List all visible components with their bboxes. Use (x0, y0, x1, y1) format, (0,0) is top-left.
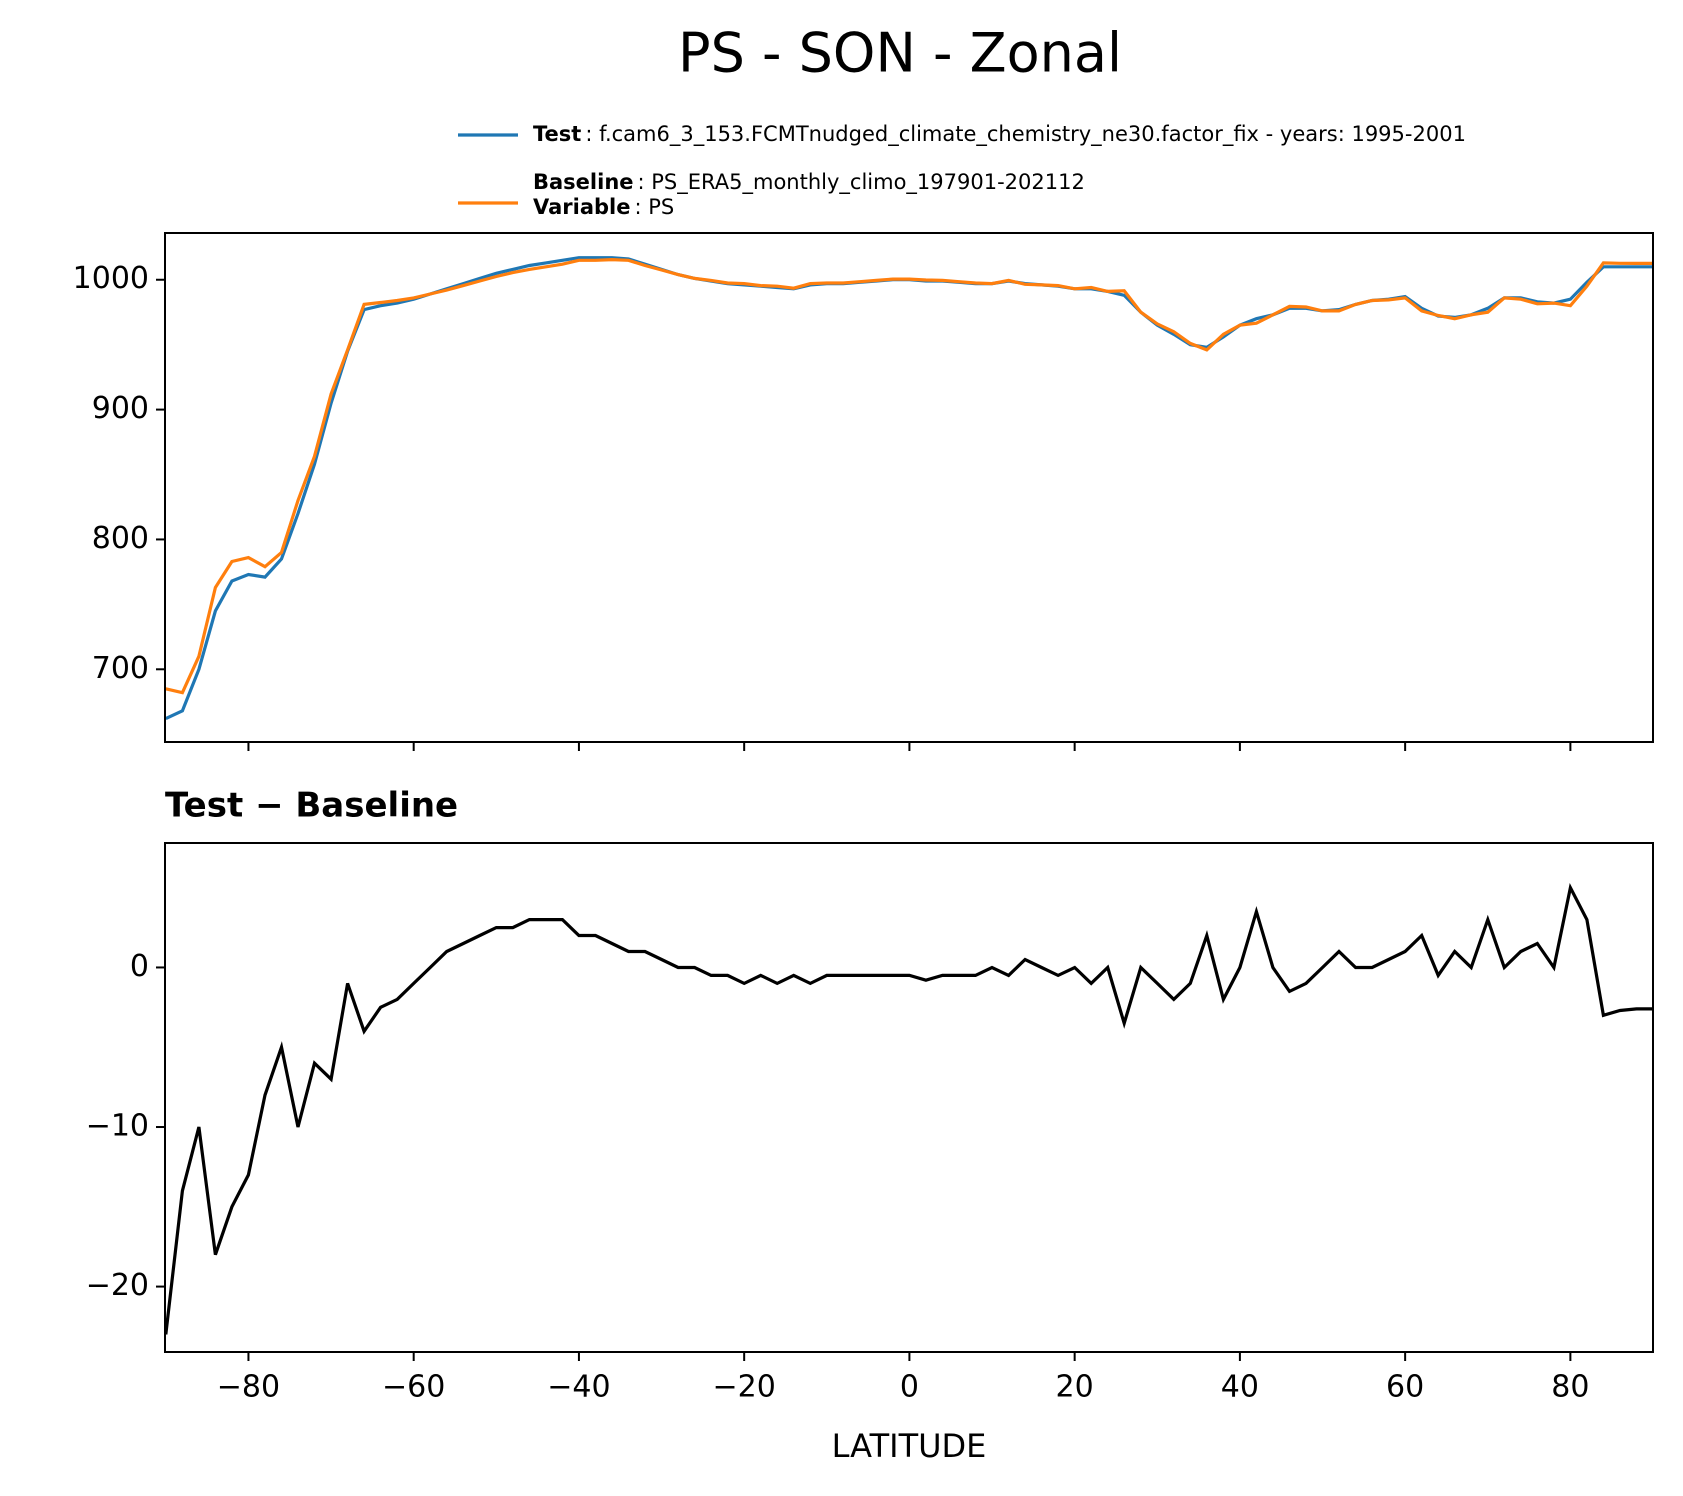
legend-name: Test (533, 122, 581, 146)
y-tick-label: −10 (86, 1109, 149, 1144)
x-tick-label: 0 (900, 1370, 919, 1405)
y-tick-label: 800 (92, 521, 149, 556)
x-tick-label: −60 (382, 1370, 445, 1405)
legend-note-text: : PS (634, 195, 674, 219)
x-axis-label: LATITUDE (832, 1427, 987, 1465)
legend-name: Baseline (533, 170, 634, 194)
axes-frame (164, 232, 1654, 743)
legend-description: : f.cam6_3_153.FCMTnudged_climate_chemis… (585, 122, 1466, 147)
legend-note: Variable: PS (533, 195, 674, 219)
legend-entry: Baseline: PS_ERA5_monthly_climo_197901-2… (533, 170, 1085, 195)
x-tick-label: −80 (217, 1370, 280, 1405)
y-tick-label: 700 (92, 651, 149, 686)
x-tick-label: −20 (713, 1370, 776, 1405)
x-tick-label: 80 (1551, 1370, 1589, 1405)
x-tick-label: −40 (547, 1370, 610, 1405)
x-tick-label: 60 (1386, 1370, 1424, 1405)
figure-title: PS - SON - Zonal (678, 22, 1122, 85)
line-series (165, 257, 1653, 695)
x-tick-label: 40 (1221, 1370, 1259, 1405)
y-tick-label: 0 (130, 949, 149, 984)
legend-note-key: Variable (533, 195, 630, 219)
x-tick-label: 20 (1056, 1370, 1094, 1405)
y-tick-label: −20 (86, 1268, 149, 1303)
line-series (165, 256, 1653, 721)
line-series (164, 882, 1653, 1335)
panel-title: Test − Baseline (165, 786, 458, 826)
axes-frame (164, 842, 1654, 1353)
y-tick-label: 1000 (73, 261, 149, 296)
legend-entry: Test: f.cam6_3_153.FCMTnudged_climate_ch… (533, 122, 1466, 147)
legend-description: : PS_ERA5_monthly_climo_197901-202112 (638, 170, 1085, 195)
y-tick-label: 900 (92, 391, 149, 426)
